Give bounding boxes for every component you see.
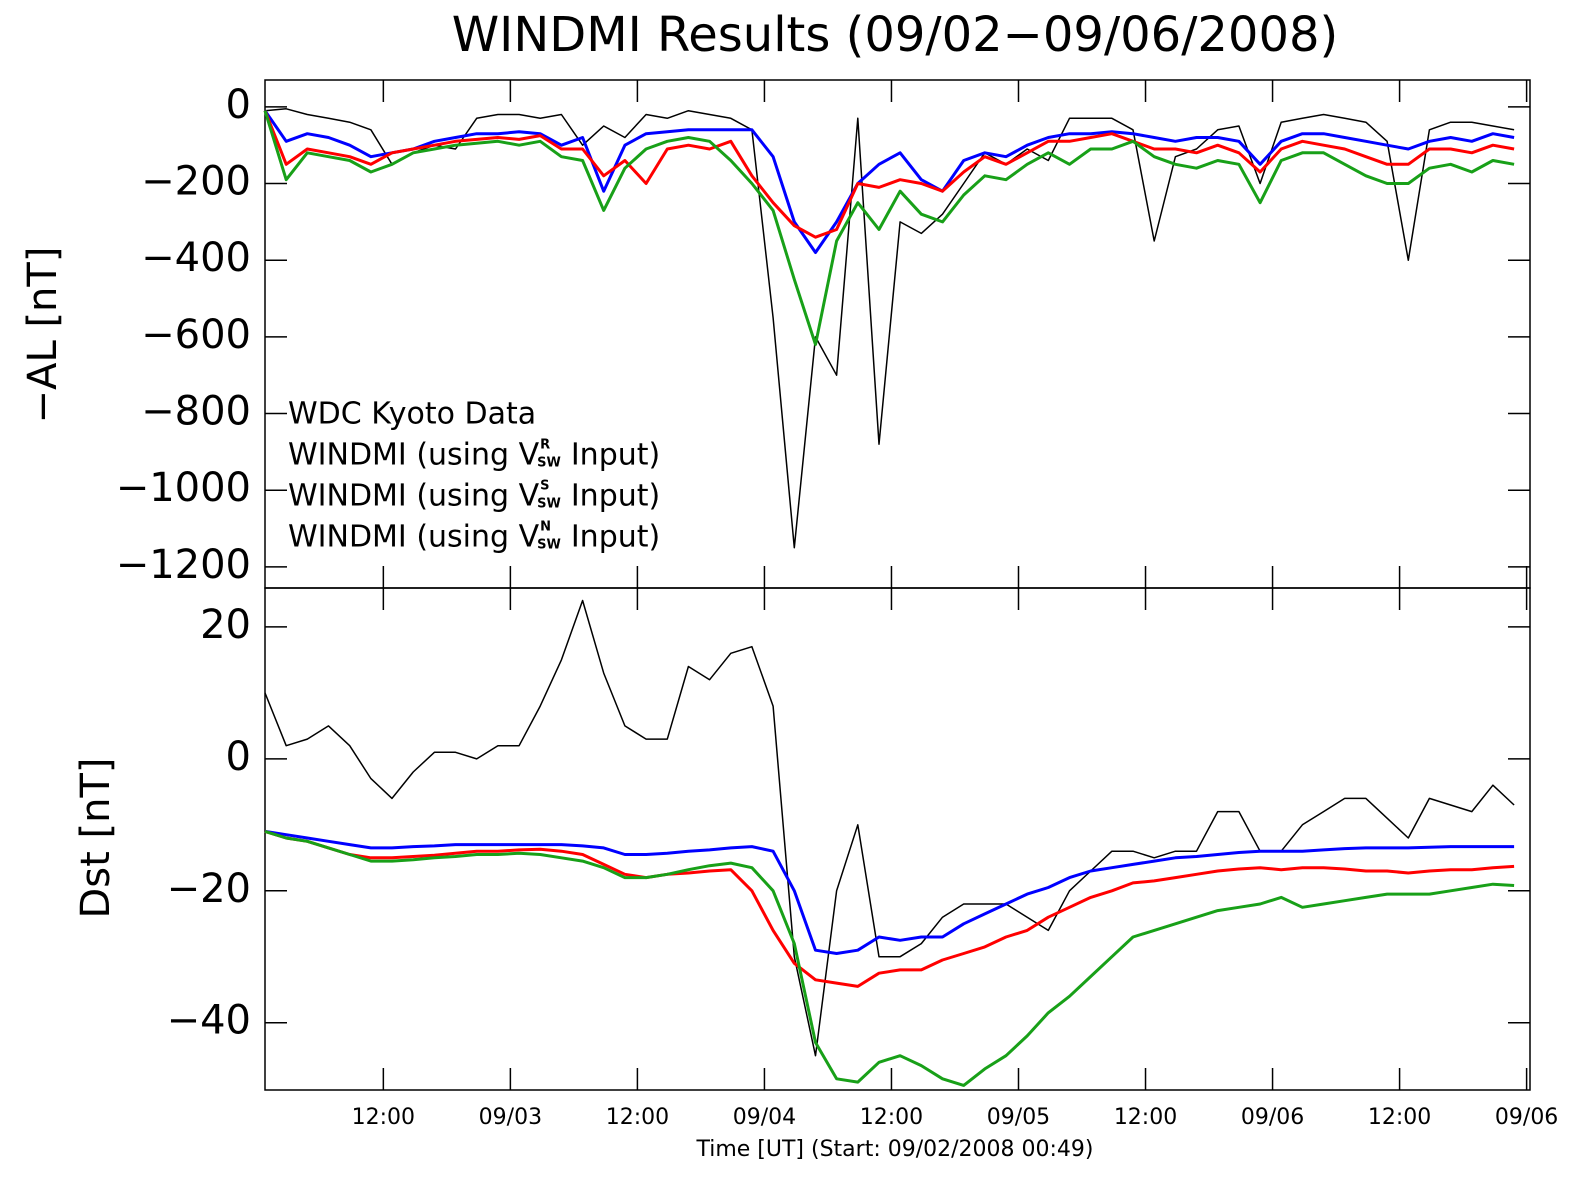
x-tick-label: 12:00 [1368,1105,1431,1130]
legend-label: WDC Kyoto Data [288,397,536,432]
legend-label-sub: SW [537,456,561,471]
legend-label-sup: R [540,438,550,453]
y-tick-label: 0 [226,734,251,780]
series-line [263,109,1515,254]
y-tick-label: 0 [226,82,251,128]
x-tick-label: 09/06 [1241,1105,1304,1130]
y-tick-label: −40 [167,998,251,1044]
series-line [263,110,1515,239]
y-tick-label: −1000 [116,465,251,511]
y-axis-title: −AL [nT] [20,247,66,424]
series-line [264,829,1515,1087]
legend-label: WINDMI (using V [288,520,540,555]
legend-label-sup: S [540,479,549,494]
plot-frame [264,587,1531,1091]
legend-label-sub: SW [537,538,561,553]
y-axis-title: Dst [nT] [73,757,119,918]
y-tick-label: −600 [141,312,251,358]
x-tick-label: 09/05 [987,1105,1050,1130]
x-tick-label: 12:00 [860,1105,923,1130]
x-tick-label: 09/06 [1495,1105,1558,1130]
x-axis-title: Time [UT] (Start: 09/02/2008 00:49) [695,1137,1093,1162]
series-line [264,829,1515,955]
legend-label: WINDMI (using V [288,438,540,473]
y-tick-label: −200 [141,159,251,205]
legend-label: WINDMI (using V [288,479,540,514]
legend-label-sub: SW [537,497,561,512]
y-tick-label: −800 [141,389,251,435]
x-tick-label: 12:00 [1114,1105,1177,1130]
y-tick-label: −400 [141,235,251,281]
x-tick-label: 12:00 [606,1105,669,1130]
legend-label-end: Input) [571,479,660,514]
x-tick-label: 09/03 [479,1105,542,1130]
y-tick-label: −1200 [116,542,251,588]
x-tick-label: 12:00 [352,1105,415,1130]
series-line [263,110,1515,346]
legend-label-end: Input) [571,520,660,555]
chart-title: WINDMI Results (09/02−09/06/2008) [452,7,1339,63]
y-tick-label: −20 [167,866,251,912]
x-tick-label: 09/04 [733,1105,796,1130]
series-line [264,108,1515,549]
y-tick-label: 20 [200,602,251,648]
series-line [264,829,1515,988]
legend-label-end: Input) [571,438,660,473]
legend-label-sup: N [540,520,551,535]
series-line [264,599,1515,1057]
